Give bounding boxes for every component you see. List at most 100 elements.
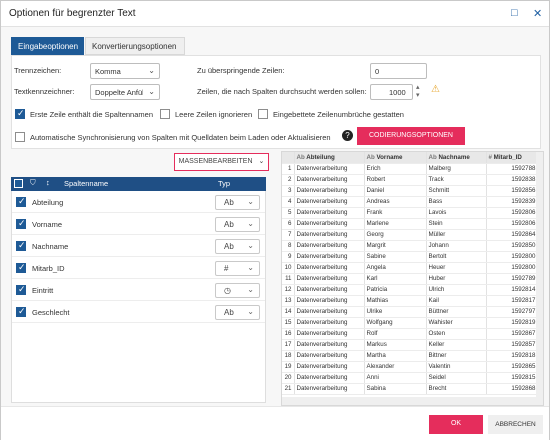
embedded-breaks-checkbox[interactable] [258, 109, 268, 119]
cancel-button[interactable]: ABBRECHEN [488, 415, 543, 434]
table-row[interactable]: 5 Datenverarbeitung Frank Lavois 1592806 [282, 207, 539, 219]
delimiter-label: Trennzeichen: [14, 66, 62, 75]
table-row[interactable]: 2 Datenverarbeitung Robert Track 1592838 [282, 174, 539, 186]
delimiter-select[interactable]: Komma ⌄ [90, 63, 160, 79]
horizontal-scrollbar[interactable] [282, 397, 543, 405]
table-cell: Datenverarbeitung [294, 339, 365, 351]
type-select[interactable]: Ab ⌄ [215, 217, 260, 232]
list-item[interactable]: Eintritt ◷ ⌄ [12, 279, 265, 301]
table-cell: Margrit [364, 240, 427, 252]
column-checkbox[interactable] [16, 262, 26, 273]
vertical-scrollbar[interactable] [536, 152, 543, 397]
ignore-empty-rows-checkbox[interactable] [160, 109, 170, 119]
table-row[interactable]: 18 Datenverarbeitung Martha Bittner 1592818 [282, 350, 539, 362]
row-number-cell: 13 [282, 295, 295, 307]
table-row[interactable]: 8 Datenverarbeitung Margrit Johann 1592850 [282, 240, 539, 252]
table-row[interactable]: 17 Datenverarbeitung Markus Keller 1592857 [282, 339, 539, 351]
bulk-edit-button[interactable]: MASSENBEARBEITEN ⌄ [174, 153, 269, 171]
table-row[interactable]: 12 Datenverarbeitung Patricia Ulrich 1592814 [282, 284, 539, 296]
table-row[interactable]: 20 Datenverarbeitung Anni Seidel 1592815 [282, 372, 539, 384]
list-item[interactable]: Vorname Ab ⌄ [12, 213, 265, 235]
chevron-down-icon: ⌄ [247, 307, 254, 316]
row-number-cell: 6 [282, 218, 295, 230]
type-select[interactable]: Ab ⌄ [215, 305, 260, 320]
table-row[interactable]: 7 Datenverarbeitung Georg Müller 1592864 [282, 229, 539, 241]
row-number-cell: 14 [282, 306, 295, 318]
row-number-cell: 15 [282, 317, 295, 329]
type-select[interactable]: Ab ⌄ [215, 239, 260, 254]
preview-header-cell[interactable]: Ab Vorname [364, 152, 427, 164]
row-number-cell: 3 [282, 185, 295, 197]
table-row[interactable]: 14 Datenverarbeitung Ulrike Büttner 1592797 [282, 306, 539, 318]
table-cell: Lavois [426, 207, 487, 219]
table-cell: Datenverarbeitung [294, 262, 365, 274]
qualifier-label: Textkennzeichner: [14, 87, 75, 96]
table-row[interactable]: 16 Datenverarbeitung Rolf Osten 1592867 [282, 328, 539, 340]
table-row[interactable]: 9 Datenverarbeitung Sabine Bertolt 1592800 [282, 251, 539, 263]
preview-header-cell[interactable]: Ab Nachname [426, 152, 487, 164]
preview-header-row: Ab Abteilung Ab Vorname Ab Nachname # Mi… [282, 152, 539, 164]
table-cell: Markus [364, 339, 427, 351]
tab-input-options[interactable]: Eingabeoptionen [11, 37, 84, 55]
row-number-cell: 20 [282, 372, 295, 384]
table-cell: Karl [364, 273, 427, 285]
table-row[interactable]: 13 Datenverarbeitung Mathias Kail 1592817 [282, 295, 539, 307]
type-header: Typ [218, 179, 231, 188]
sort-icon[interactable]: ↕ [46, 178, 50, 187]
table-cell: 1592864 [486, 229, 539, 241]
close-icon[interactable]: ✕ [533, 8, 543, 20]
table-cell: 1592788 [486, 163, 539, 175]
table-cell: Datenverarbeitung [294, 306, 365, 318]
table-cell: 1592868 [486, 383, 539, 395]
qualifier-select[interactable]: Doppelte Anführ ⌄ [90, 84, 160, 100]
maximize-icon[interactable]: □ [511, 7, 518, 19]
table-cell: Datenverarbeitung [294, 295, 365, 307]
list-item[interactable]: Nachname Ab ⌄ [12, 235, 265, 257]
table-cell: Brecht [426, 383, 487, 395]
number-type-icon: # [224, 264, 229, 273]
column-checkbox[interactable] [16, 196, 26, 207]
row-number-cell: 11 [282, 273, 295, 285]
table-row[interactable]: 1 Datenverarbeitung Erich Malberg 1592788 [282, 163, 539, 175]
table-row[interactable]: 19 Datenverarbeitung Alexander Valentin 1592… [282, 361, 539, 373]
select-all-checkbox[interactable] [14, 179, 23, 188]
encoding-options-button[interactable]: CODIERUNGSOPTIONEN [357, 127, 465, 145]
help-icon[interactable]: ? [342, 130, 353, 141]
filter-icon[interactable]: ⛉ [30, 178, 36, 187]
table-row[interactable]: 10 Datenverarbeitung Angela Heuer 1592800 [282, 262, 539, 274]
list-item[interactable]: Abteilung Ab ⌄ [12, 191, 265, 213]
table-cell: Datenverarbeitung [294, 273, 365, 285]
type-select[interactable]: Ab ⌄ [215, 195, 260, 210]
type-select[interactable]: ◷ ⌄ [215, 283, 260, 298]
stepper-down-icon[interactable]: ▾ [416, 92, 420, 99]
table-row[interactable]: 11 Datenverarbeitung Karl Huber 1592789 [282, 273, 539, 285]
number-type-icon: # [488, 153, 494, 161]
table-row[interactable]: 15 Datenverarbeitung Wolfgang Wahister 15928… [282, 317, 539, 329]
list-item[interactable]: Mitarb_ID # ⌄ [12, 257, 265, 279]
table-cell: 1592838 [486, 174, 539, 186]
delimiter-value: Komma [95, 67, 121, 76]
ok-button[interactable]: OK [429, 415, 483, 434]
type-select[interactable]: # ⌄ [215, 261, 260, 276]
column-checkbox[interactable] [16, 284, 26, 295]
stepper-up-icon[interactable]: ▴ [416, 84, 420, 91]
column-checkbox[interactable] [16, 306, 26, 317]
preview-header-cell[interactable]: # Mitarb_ID [486, 152, 539, 164]
list-item[interactable]: Geschlecht Ab ⌄ [12, 301, 265, 323]
auto-sync-checkbox[interactable] [15, 132, 25, 142]
scan-rows-input[interactable]: 1000 [370, 84, 413, 100]
table-row[interactable]: 21 Datenverarbeitung Sabina Brecht 1592868 [282, 383, 539, 395]
table-row[interactable]: 6 Datenverarbeitung Marlene Stein 1592806 [282, 218, 539, 230]
table-cell: Datenverarbeitung [294, 207, 365, 219]
row-number-cell: 1 [282, 163, 295, 175]
tab-conversion-options[interactable]: Konvertierungsoptionen [85, 37, 185, 55]
column-checkbox[interactable] [16, 218, 26, 229]
column-name-header: Spaltenname [64, 179, 109, 188]
first-row-headers-checkbox[interactable] [15, 108, 25, 119]
table-row[interactable]: 4 Datenverarbeitung Andreas Bass 1592839 [282, 196, 539, 208]
skip-rows-input[interactable]: 0 [370, 63, 427, 79]
column-checkbox[interactable] [16, 240, 26, 251]
table-row[interactable]: 3 Datenverarbeitung Daniel Schmitt 1592856 [282, 185, 539, 197]
preview-header-cell[interactable]: Ab Abteilung [294, 152, 365, 164]
